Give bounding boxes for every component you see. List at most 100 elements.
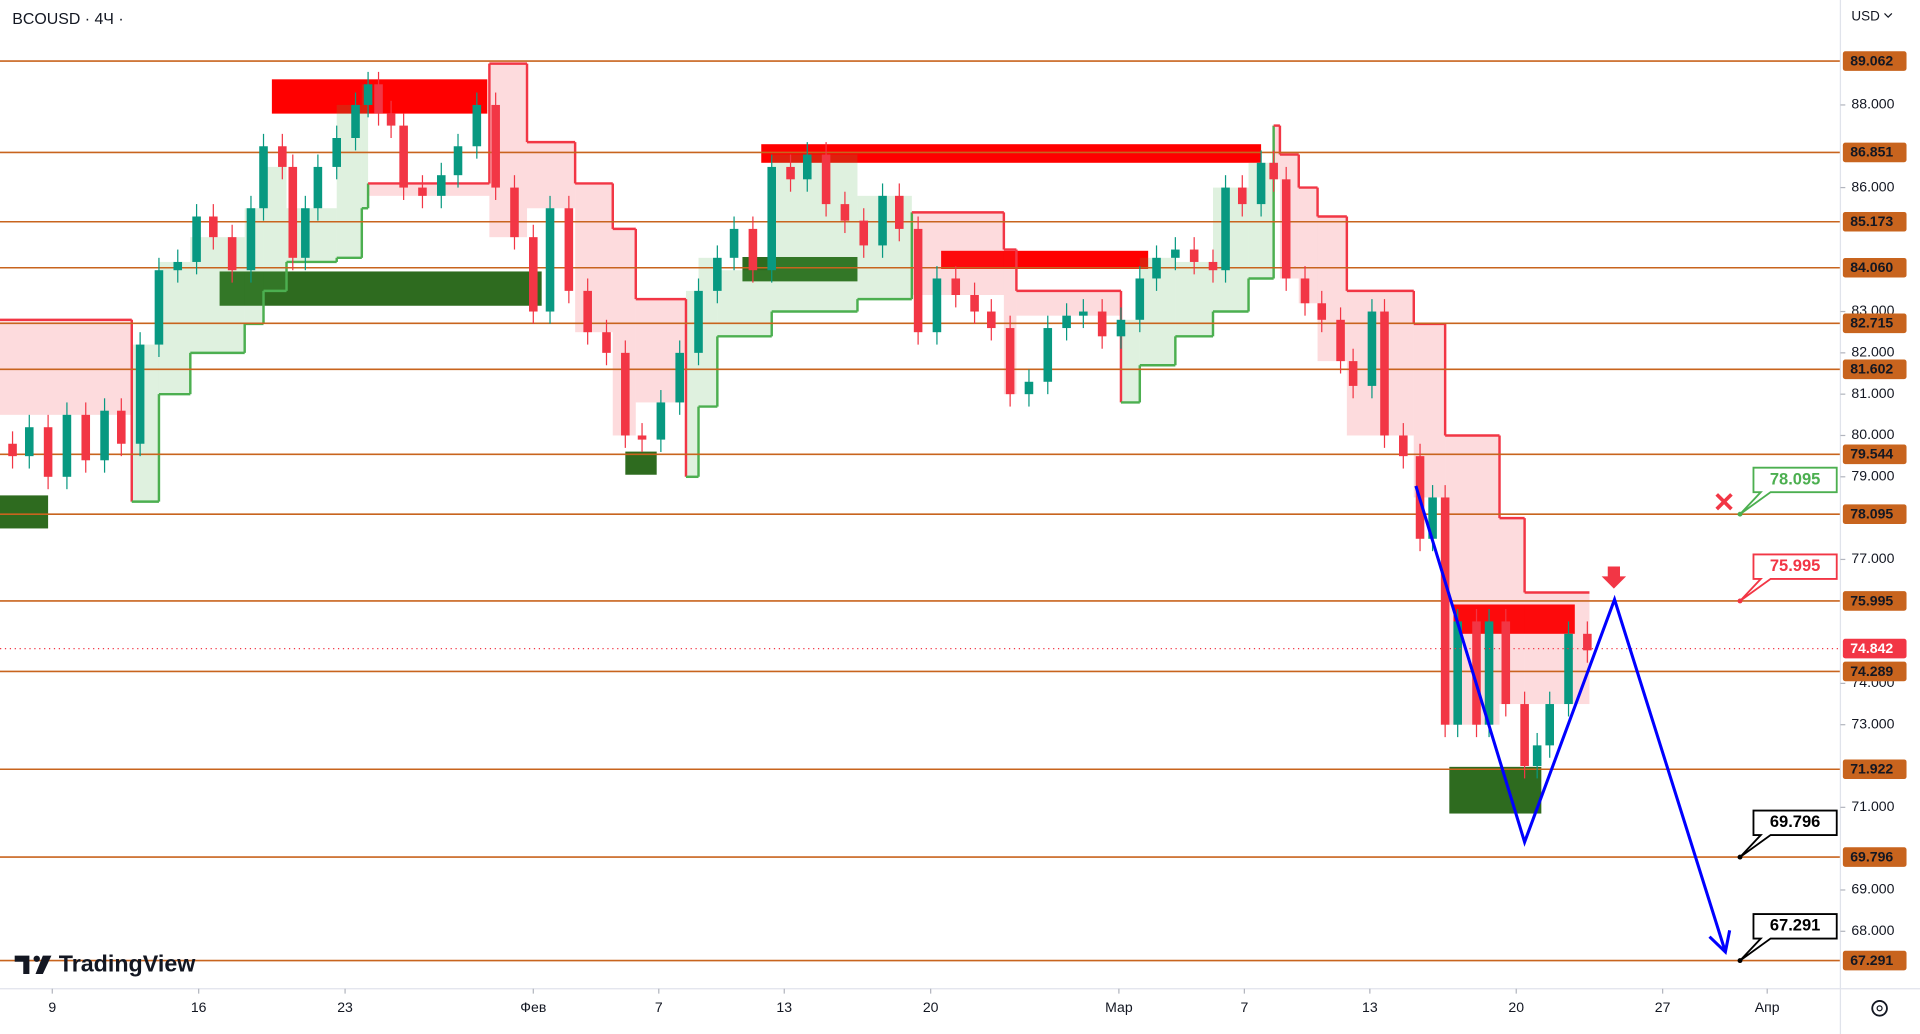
candle-body [62,414,72,477]
candle-body [1135,278,1145,320]
logo: TradingView [14,951,196,977]
main-layer: 78.095 75.995 69.796 67.291 [0,60,1841,964]
callout-anchor [1737,598,1743,604]
level-badge [1842,504,1907,524]
candle-body [564,208,574,291]
candle-body [491,104,500,188]
stop-shade [158,261,191,395]
y-tick-label: 77.000 [1851,550,1894,566]
callout-box [1739,809,1838,858]
candle-body [1237,187,1247,205]
level-badge-label: 85.173 [1850,213,1893,229]
candle-body [418,187,427,196]
level-badge [1842,847,1907,867]
candle-body [1300,278,1310,304]
candle-body [173,261,183,271]
candle-body [24,427,34,457]
candle-body [786,166,795,180]
candle-body [1399,435,1408,457]
candle-body [1428,497,1437,539]
candle-body [583,290,592,333]
x-tick-label: 7 [1240,999,1248,1015]
stop-shade [1120,319,1140,403]
x-tick-label: 20 [1508,999,1524,1015]
callout-label: 75.995 [1770,556,1821,575]
candle-body [436,175,446,196]
stop-shade [368,183,490,196]
candle-body [227,237,237,271]
x-tick-label: 27 [1655,999,1671,1015]
candle-body [1043,328,1053,382]
callout-box [1739,913,1838,962]
candle-body [529,237,538,312]
level-badge [1842,661,1907,682]
stop-shade [771,154,858,312]
logo-dot [33,955,40,962]
y-tick-label: 73.000 [1851,715,1894,731]
y-tick-label: 69.000 [1851,881,1894,897]
candle-body [1256,162,1266,205]
level-badge-label: 69.796 [1850,848,1893,864]
candle-body [351,104,360,138]
candle-body [621,352,630,436]
level-badge [1842,950,1907,971]
x-tick-label: Мар [1105,999,1133,1015]
currency-label[interactable]: USD [1851,9,1880,24]
level-badge-label: 81.602 [1850,361,1893,377]
stop-shade [1298,187,1318,304]
candle-body [399,125,408,188]
candle-body [1317,303,1327,320]
callout-box [1739,553,1838,602]
candle-body [510,187,519,238]
candle-body [748,228,758,271]
candle-body [821,154,831,205]
candle-body [1453,621,1462,725]
candle-body [1367,311,1377,386]
y-tick-label: 68.000 [1851,922,1894,938]
x-tick-label: 13 [1362,999,1378,1015]
stop-shade [1524,592,1590,705]
callout-anchor [1737,958,1743,964]
candle-body [637,435,647,440]
candle-body [987,311,996,329]
level-badge-label: 67.291 [1850,952,1893,968]
candle-body [1079,311,1088,316]
y-tick-label: 71.000 [1851,798,1894,814]
candle-body [1380,311,1389,436]
candle-body [332,137,341,167]
candle-body [288,166,298,258]
settings-icon[interactable] [1871,1000,1888,1017]
x-tick-label: 23 [337,999,353,1015]
candle-body [1348,361,1358,386]
stop-shade [263,166,287,291]
zone [0,495,49,529]
candle-body [840,204,850,221]
candle-body [301,208,310,258]
level-badge [1842,591,1907,611]
candle-body [1171,249,1180,258]
projection-path [1414,485,1727,953]
y-tick-label: 86.000 [1851,178,1894,194]
level-badge [1842,759,1907,780]
gear-ring[interactable] [1871,1000,1888,1017]
logo-text: TradingView [59,951,196,977]
stop-shade [717,270,772,337]
currency-caret[interactable] [1884,13,1893,18]
stop-shade [1212,187,1249,312]
level-badge [1842,359,1907,380]
y-tick-label: 79.000 [1851,468,1894,484]
stop-shade [575,183,613,333]
candle-body [913,228,923,333]
candle-body [192,216,201,262]
stop-shade [612,228,636,436]
level-badge-label: 89.062 [1850,52,1893,68]
callout-box [1739,466,1838,515]
candle-body [545,208,555,312]
callout-label: 69.796 [1770,812,1821,831]
candle-body [1152,257,1161,279]
candle-body [1024,381,1034,395]
zone [761,144,1262,163]
gear-hub[interactable] [1876,1005,1883,1012]
candle-body [767,166,777,271]
